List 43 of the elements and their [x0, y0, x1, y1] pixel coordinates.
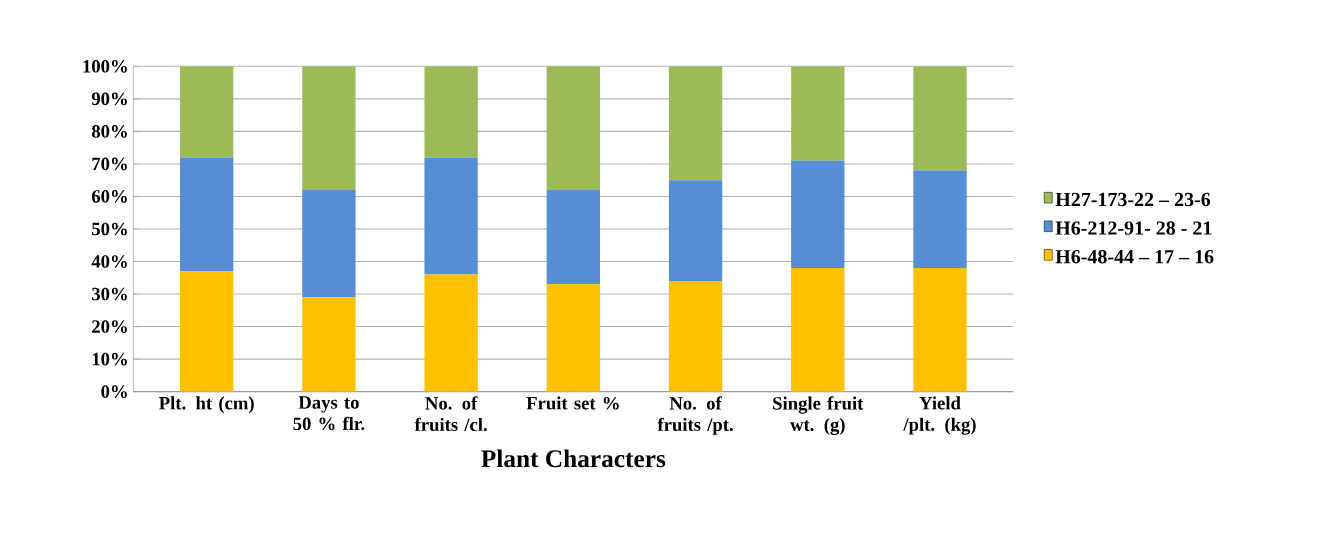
y-tick-label: 50% — [92, 222, 127, 236]
bar — [913, 268, 967, 392]
x-tick-label: No. of fruits /cl. — [414, 396, 487, 432]
x-tick-label: Yield /plt. (kg) — [903, 396, 976, 435]
x-tick-label: No. of fruits /pt. — [657, 396, 733, 435]
bar — [424, 274, 478, 392]
legend-label: H6-48-44 – 17 – 16 — [1055, 249, 1214, 264]
y-tick-label: 70% — [92, 157, 127, 171]
y-tick-label: 80% — [91, 125, 127, 138]
bar — [791, 268, 845, 392]
bar — [424, 66, 478, 158]
y-tick-label: 90% — [91, 92, 127, 106]
y-tick-label: 40% — [91, 255, 127, 268]
bar — [546, 284, 601, 392]
y-tick-label: 0% — [101, 385, 127, 398]
bar — [913, 66, 967, 171]
y-tick-label: 20% — [92, 320, 127, 333]
bar — [302, 189, 356, 298]
bar — [668, 281, 723, 392]
y-tick-label: 100% — [83, 59, 127, 73]
y-tick-label: 60% — [91, 190, 127, 203]
bar — [791, 160, 845, 269]
bar — [913, 170, 967, 269]
x-tick-label: Days to 50 % flr. — [293, 396, 365, 431]
y-tick-label: 10% — [92, 352, 127, 366]
bar — [668, 66, 723, 181]
bar — [668, 180, 723, 282]
legend-label: H6-212-91- 28 - 21 — [1055, 221, 1212, 235]
bar — [791, 66, 845, 161]
x-tick-label: Single fruit wt. (g) — [773, 396, 864, 435]
legend-label: H27-173-22 – 23-6 — [1055, 192, 1211, 207]
x-tick-label: Plt. ht (cm) — [159, 396, 254, 414]
x-tick-label: Fruit set % — [526, 396, 619, 410]
bar — [302, 66, 356, 190]
bar — [302, 297, 356, 392]
bar — [546, 189, 601, 285]
bar — [180, 271, 234, 392]
x-axis-title: Plant Characters — [481, 449, 666, 468]
bar — [180, 66, 234, 158]
bar — [424, 157, 478, 275]
bar — [546, 66, 601, 190]
bar — [180, 157, 234, 272]
y-tick-label: 30% — [92, 287, 127, 301]
